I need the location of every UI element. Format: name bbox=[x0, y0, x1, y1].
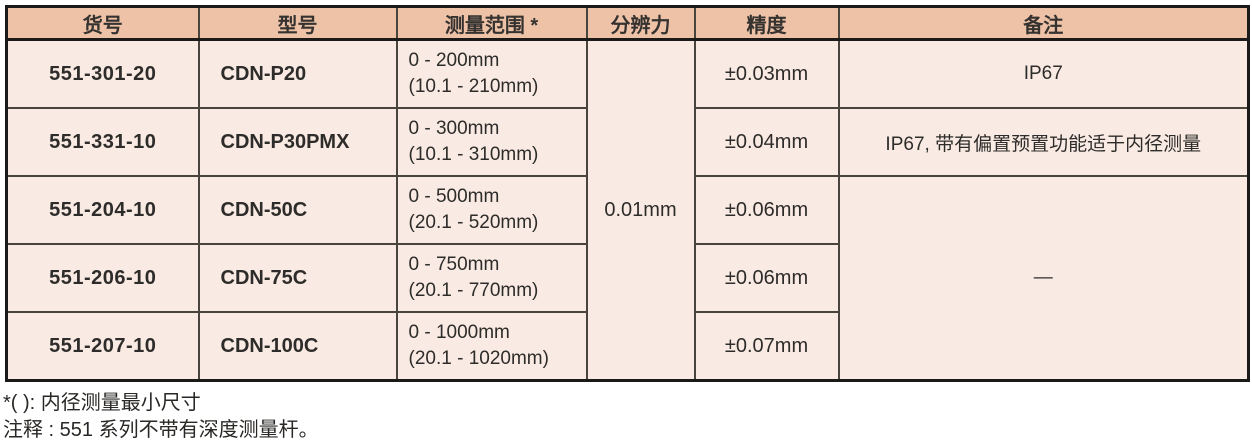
range-line1: 0 - 200mm bbox=[408, 50, 500, 71]
range-cell: 0 - 200mm (10.1 - 210mm) bbox=[395, 38, 588, 109]
spec-table: 货号 型号 测量范围 * 分辨力 精度 备注 551-301-20 CDN-P2… bbox=[5, 5, 1250, 382]
remark-merged-cell: — bbox=[837, 175, 1250, 382]
table-row: 551-301-20 CDN-P20 0 - 200mm (10.1 - 210… bbox=[5, 38, 1250, 382]
range-line1: 0 - 500mm bbox=[408, 186, 500, 207]
accuracy-cell: ±0.03mm bbox=[693, 38, 840, 109]
model-cell: CDN-75C bbox=[197, 243, 398, 313]
range-line2: (10.1 - 310mm) bbox=[408, 144, 539, 165]
resolution-merged-cell: 0.01mm bbox=[585, 38, 696, 382]
table-row: 551-207-10 CDN-100C 0 - 1000mm (20.1 - 1… bbox=[5, 311, 1249, 382]
table-row: 551-331-10 CDN-P30PMX 0 - 300mm (10.1 - … bbox=[5, 107, 1250, 177]
accuracy-cell: ±0.06mm bbox=[693, 243, 840, 313]
table-row: 551-204-10 CDN-50C 0 - 500mm (20.1 - 520… bbox=[5, 175, 1250, 382]
col-header-range: 测量范围 * bbox=[395, 5, 588, 41]
part-no-cell: 551-207-10 bbox=[5, 311, 200, 382]
col-header-resolution: 分辨力 bbox=[585, 5, 696, 41]
range-cell: 0 - 1000mm (20.1 - 1020mm) bbox=[395, 311, 588, 382]
range-line2: (20.1 - 1020mm) bbox=[408, 348, 549, 369]
range-line1: 0 - 300mm bbox=[408, 118, 500, 139]
range-line2: (20.1 - 770mm) bbox=[408, 280, 539, 301]
col-header-model: 型号 bbox=[197, 5, 398, 41]
range-cell: 0 - 300mm (10.1 - 310mm) bbox=[395, 107, 588, 177]
remark-cell: IP67, 带有偏置预置功能适于内径测量 bbox=[837, 107, 1250, 177]
range-cell: 0 - 500mm (20.1 - 520mm) bbox=[395, 175, 588, 245]
table-row: 551-206-10 CDN-75C 0 - 750mm (20.1 - 770… bbox=[5, 243, 1249, 313]
range-line2: (20.1 - 520mm) bbox=[408, 212, 539, 233]
col-header-part-no: 货号 bbox=[5, 5, 200, 41]
part-no-cell: 551-331-10 bbox=[5, 107, 200, 177]
model-cell: CDN-100C bbox=[197, 311, 398, 382]
footnote-range-note: *( ): 内径测量最小尺寸 bbox=[3, 392, 201, 414]
model-cell: CDN-50C bbox=[197, 175, 398, 245]
accuracy-cell: ±0.04mm bbox=[693, 107, 840, 177]
range-line1: 0 - 1000mm bbox=[408, 322, 510, 343]
range-line1: 0 - 750mm bbox=[408, 254, 500, 275]
col-header-accuracy: 精度 bbox=[693, 5, 840, 41]
header-row: 货号 型号 测量范围 * 分辨力 精度 备注 bbox=[5, 5, 1250, 41]
model-cell: CDN-P20 bbox=[197, 38, 398, 109]
col-header-remark: 备注 bbox=[837, 5, 1250, 41]
accuracy-cell: ±0.06mm bbox=[693, 175, 840, 245]
range-cell: 0 - 750mm (20.1 - 770mm) bbox=[395, 243, 588, 313]
part-no-cell: 551-301-20 bbox=[5, 38, 200, 109]
footnote-series-note: 注释 : 551 系列不带有深度测量杆。 bbox=[3, 419, 319, 441]
part-no-cell: 551-206-10 bbox=[5, 243, 200, 313]
model-cell: CDN-P30PMX bbox=[197, 107, 398, 177]
accuracy-cell: ±0.07mm bbox=[693, 311, 840, 382]
footnotes: *( ): 内径测量最小尺寸 注释 : 551 系列不带有深度测量杆。 bbox=[3, 390, 1252, 444]
part-no-cell: 551-204-10 bbox=[5, 175, 200, 245]
remark-cell: IP67 bbox=[837, 38, 1250, 109]
range-line2: (10.1 - 210mm) bbox=[408, 76, 539, 97]
